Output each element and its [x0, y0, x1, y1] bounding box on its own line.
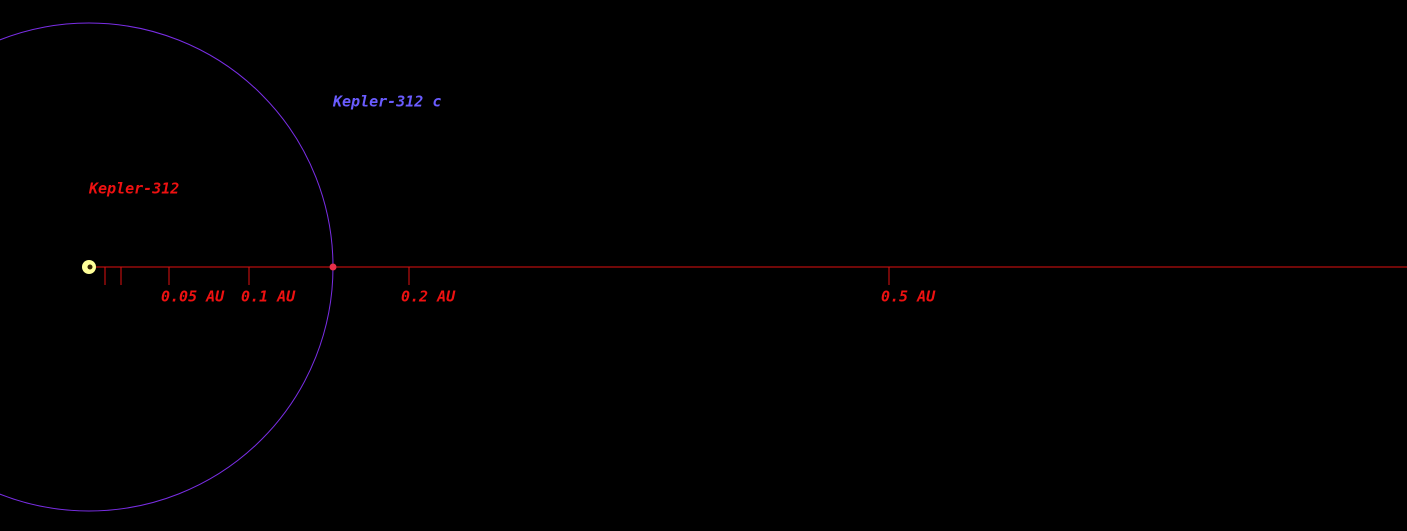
scale-label: 0.1 AU — [241, 288, 296, 306]
scale-label: 0.5 AU — [881, 288, 936, 306]
star-core — [87, 264, 93, 270]
planet — [329, 263, 337, 271]
scale-label: 0.05 AU — [161, 288, 225, 306]
planet-label: Kepler-312 c — [332, 93, 441, 111]
star-label: Kepler-312 — [88, 180, 179, 198]
scale-label: 0.2 AU — [401, 288, 456, 306]
